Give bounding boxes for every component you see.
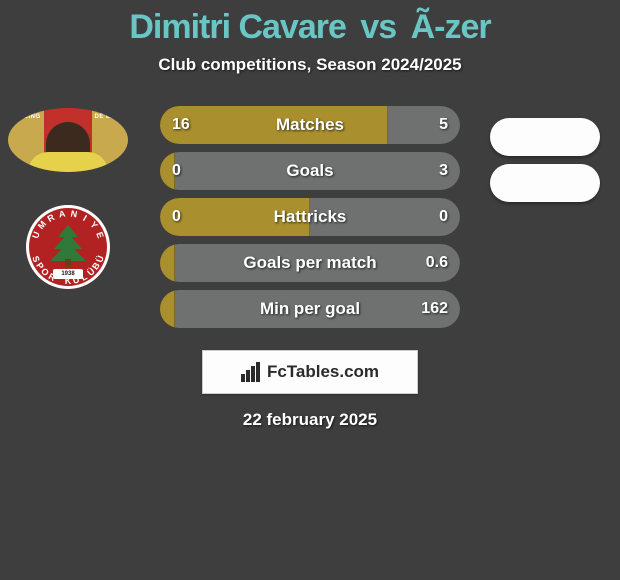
brand-box[interactable]: FcTables.com — [202, 350, 418, 394]
vs-separator: vs — [360, 8, 396, 46]
bar-chart-icon — [241, 362, 263, 382]
badge-letter: A — [58, 208, 66, 219]
page-title: Dimitri Cavare vs Ã-zer — [0, 0, 620, 47]
stat-value-right: 0 — [439, 198, 448, 236]
player2-avatar: UMRANIYE SPOR KULÜBÜ 1938 — [18, 202, 118, 292]
stat-segment-left — [160, 198, 310, 236]
stat-bar: 0.6Goals per match — [160, 244, 460, 282]
stat-value-right: 0.6 — [426, 244, 448, 282]
stat-segment-left — [160, 244, 175, 282]
stat-bars: 165Matches03Goals00Hattricks0.6Goals per… — [160, 106, 460, 336]
stat-value-right: 5 — [439, 106, 448, 144]
player1-name: Dimitri Cavare — [129, 8, 346, 46]
brand-text: FcTables.com — [267, 362, 379, 382]
subtitle: Club competitions, Season 2024/2025 — [0, 55, 620, 75]
stat-value-left: 0 — [172, 152, 181, 190]
side-pill — [490, 118, 600, 156]
player1-avatar-bg: RACING DE LENS — [8, 108, 128, 172]
stat-bar: 03Goals — [160, 152, 460, 190]
stat-segment-right — [310, 198, 460, 236]
avatar1-band-left: RACING — [14, 114, 41, 120]
stat-bar: 162Min per goal — [160, 290, 460, 328]
date-footer: 22 february 2025 — [0, 410, 620, 430]
player1-avatar: RACING DE LENS — [8, 108, 128, 172]
stat-segment-right — [388, 106, 460, 144]
stat-segment-right — [175, 152, 460, 190]
avatar1-band-right: DE LENS — [94, 114, 124, 120]
stat-segment-right — [175, 290, 460, 328]
avatars-column: RACING DE LENS UMRANIYE SPOR KULÜBÜ 1938 — [8, 108, 128, 322]
comparison-card: Dimitri Cavare vs Ã-zer Club competition… — [0, 0, 620, 580]
stat-bar: 165Matches — [160, 106, 460, 144]
side-pills — [490, 118, 610, 210]
player2-name: Ã-zer — [411, 8, 491, 46]
stat-segment-left — [160, 106, 388, 144]
player1-shirt-icon — [28, 152, 108, 172]
player2-badge: UMRANIYE SPOR KULÜBÜ 1938 — [26, 205, 110, 289]
stat-bar: 00Hattricks — [160, 198, 460, 236]
stat-value-left: 16 — [172, 106, 190, 144]
stat-segment-right — [175, 244, 460, 282]
stat-value-left: 0 — [172, 198, 181, 236]
stat-value-right: 162 — [421, 290, 448, 328]
stat-value-right: 3 — [439, 152, 448, 190]
stat-segment-left — [160, 290, 175, 328]
side-pill — [490, 164, 600, 202]
tree-trunk-icon — [65, 259, 71, 267]
badge-year: 1938 — [53, 269, 83, 279]
